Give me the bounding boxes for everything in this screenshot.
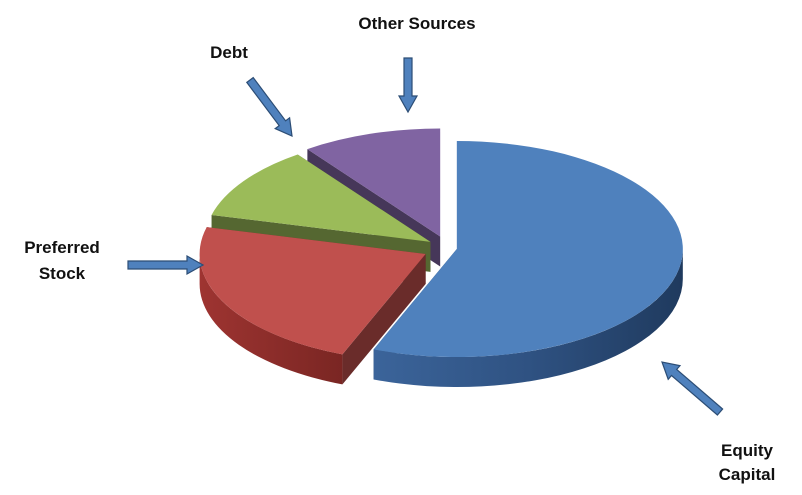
slice-top-face (211, 154, 431, 242)
slice-rim (373, 249, 683, 388)
slice-labels: Other Sources Debt Preferred Stock Equity Cap… (24, 14, 775, 484)
arrow-other-sources (397, 57, 419, 114)
slice-top-face (373, 141, 683, 358)
annotation-arrows (127, 57, 724, 416)
pie-slices (199, 128, 683, 388)
slice-label-preferred-stock: Stock (39, 264, 86, 283)
pie-slice-equity-capital (373, 141, 683, 388)
arrow-preferred-stock (127, 254, 205, 276)
slice-label-equity-capital: Equity (721, 441, 773, 460)
slice-label-preferred-stock: Preferred (24, 238, 100, 257)
slice-label-other-sources: Other Sources (358, 14, 475, 33)
slice-cut-wall (342, 253, 426, 385)
arrow-equity-capital (661, 361, 724, 416)
slice-rim (199, 253, 343, 385)
slice-top-face (307, 128, 441, 237)
slice-top-face (199, 227, 426, 355)
arrow-debt (245, 76, 293, 137)
pie-slice-preferred-stock (199, 227, 426, 385)
slice-label-equity-capital: Capital (719, 465, 776, 484)
slice-label-debt: Debt (210, 43, 248, 62)
